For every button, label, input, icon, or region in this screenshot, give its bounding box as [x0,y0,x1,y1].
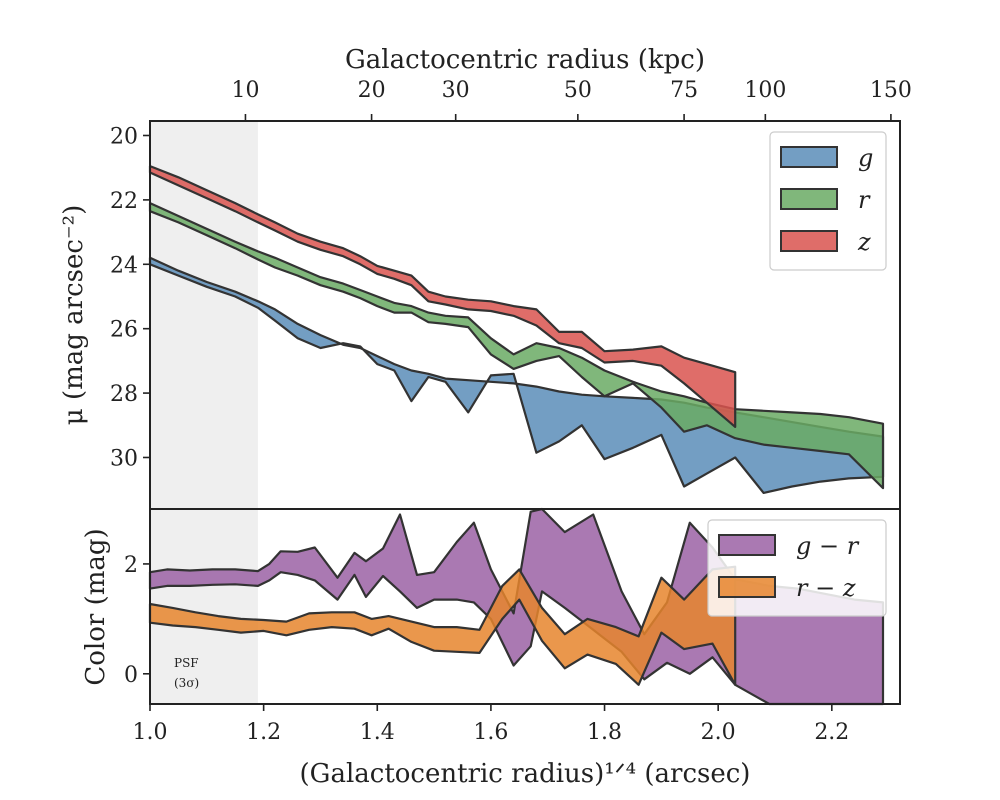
legend-swatch-g [780,146,838,168]
top-tick-label: 30 [442,78,470,103]
legend-swatch-rz [718,576,776,598]
y-tick-label: 28 [110,382,138,407]
legend-label-rz: r − z [796,574,856,602]
x-tick-label: 1.2 [246,720,281,745]
top-axis-title: Galactocentric radius (kpc) [345,45,705,75]
y-tick-label: 30 [110,446,138,471]
legend-swatch-z [780,230,838,252]
x-axis-title: (Galactocentric radius)¹ᐟ⁴ (arcsec) [300,759,751,789]
x-tick-label: 2.2 [814,720,849,745]
lower-panel-frame [149,508,901,705]
legend-label-z: z [857,228,871,256]
color-panel: 021.0 1.2 1.4 1.6 1.8 2.0 2.2 Color (mag) PSF … [81,507,901,789]
band-rz [148,565,737,686]
surface-brightness-panel: 20 22 24 26 28 30 10 20 30 50 75 100 150 μ (mag arcs… [59,78,912,510]
top-tick-label: 150 [870,78,912,103]
legend-swatch-r [780,188,838,210]
psf-sigma-label: (3σ) [174,676,199,690]
legend-label-r: r [858,186,871,214]
band-g [148,256,885,494]
band-r [148,202,885,490]
lower-legend: g − r r − z [707,519,887,617]
psf-band-0 [150,121,258,509]
top-tick-label: 20 [358,78,386,103]
lower-y-axis-title: Color (mag) [81,528,111,685]
y-tick-label: 20 [110,124,138,149]
psf-label: PSF [174,656,199,670]
x-tick-label: 1.0 [133,720,168,745]
x-tick-label: 2.0 [701,720,736,745]
x-tick-label: 1.6 [473,720,508,745]
top-tick-label: 50 [564,78,592,103]
upper-y-axis-title: μ (mag arcsec⁻²) [59,205,89,425]
y-tick-label: 0 [124,663,138,688]
top-tick-label: 75 [670,78,698,103]
y-tick-label: 22 [110,189,138,214]
y-tick-label: 26 [110,318,138,343]
upper-legend: grz [769,131,887,271]
legend-label-g: g [858,144,873,172]
legend-swatch-gr [718,534,776,556]
band-z [148,165,737,428]
x-tick-label: 1.8 [587,720,622,745]
y-tick-label: 24 [110,253,138,278]
top-tick-label: 10 [231,78,259,103]
top-tick-label: 100 [744,78,786,103]
legend-label-gr: g − r [796,532,860,560]
x-tick-label: 1.4 [360,720,395,745]
y-tick-label: 2 [124,553,138,578]
